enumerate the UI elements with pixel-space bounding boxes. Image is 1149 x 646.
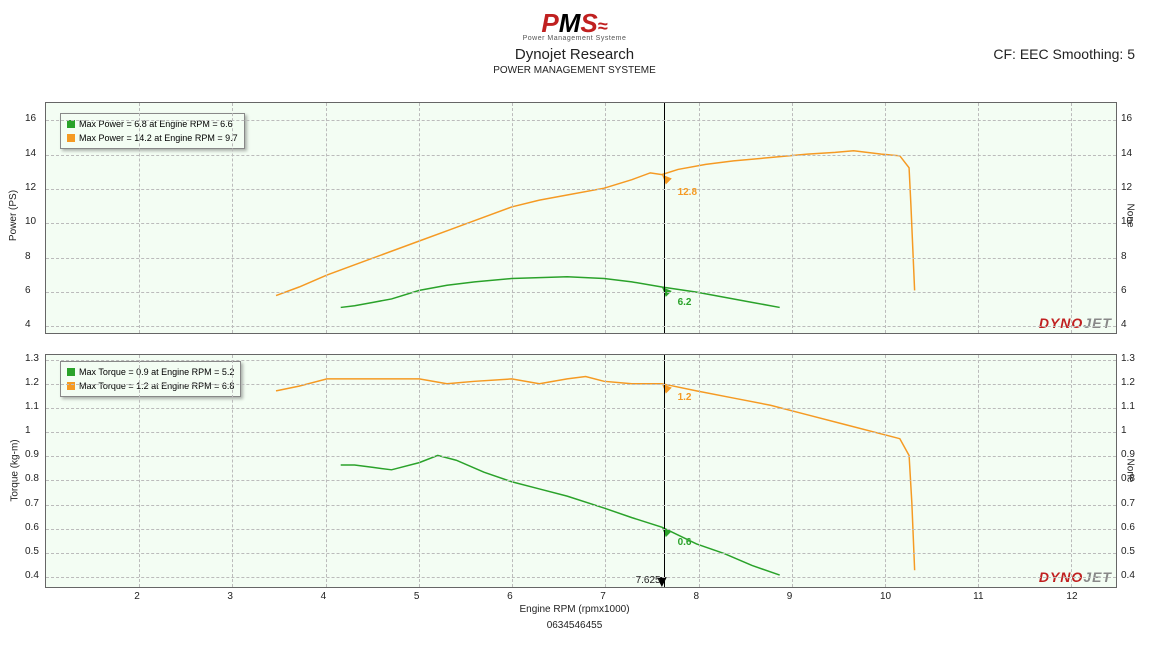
main-title: Dynojet Research xyxy=(493,46,656,63)
power-legend: Max Power = 6.8 at Engine RPM = 6.6 Max … xyxy=(60,113,245,149)
logo-subtitle: Power Management Systeme xyxy=(0,35,1149,42)
power-chart: Max Power = 6.8 at Engine RPM = 6.6 Max … xyxy=(45,102,1117,334)
footer-number: 0634546455 xyxy=(547,620,603,631)
dynojet-logo: DYNOJET xyxy=(1039,315,1112,331)
torque-chart: Max Torque = 0.9 at Engine RPM = 5.2 Max… xyxy=(45,354,1117,588)
cursor-line xyxy=(664,103,665,333)
pms-logo: PMS≈ Power Management Systeme xyxy=(0,0,1149,42)
legend-text: Max Torque = 0.9 at Engine RPM = 5.2 xyxy=(79,365,234,379)
main-subtitle: POWER MANAGEMENT SYSTEME xyxy=(493,65,656,76)
legend-text: Max Power = 6.8 at Engine RPM = 6.6 xyxy=(79,117,233,131)
torque-legend: Max Torque = 0.9 at Engine RPM = 5.2 Max… xyxy=(60,361,241,397)
x-axis-label: Engine RPM (rpmx1000) xyxy=(519,604,629,615)
legend-text: Max Torque = 1.2 at Engine RPM = 6.8 xyxy=(79,379,234,393)
torque-ylabel-left: Torque (kg-m) xyxy=(10,439,21,501)
legend-text: Max Power = 14.2 at Engine RPM = 9.7 xyxy=(79,131,238,145)
cf-smoothing: CF: EEC Smoothing: 5 xyxy=(993,46,1135,62)
power-ylabel-left: Power (PS) xyxy=(8,190,19,241)
